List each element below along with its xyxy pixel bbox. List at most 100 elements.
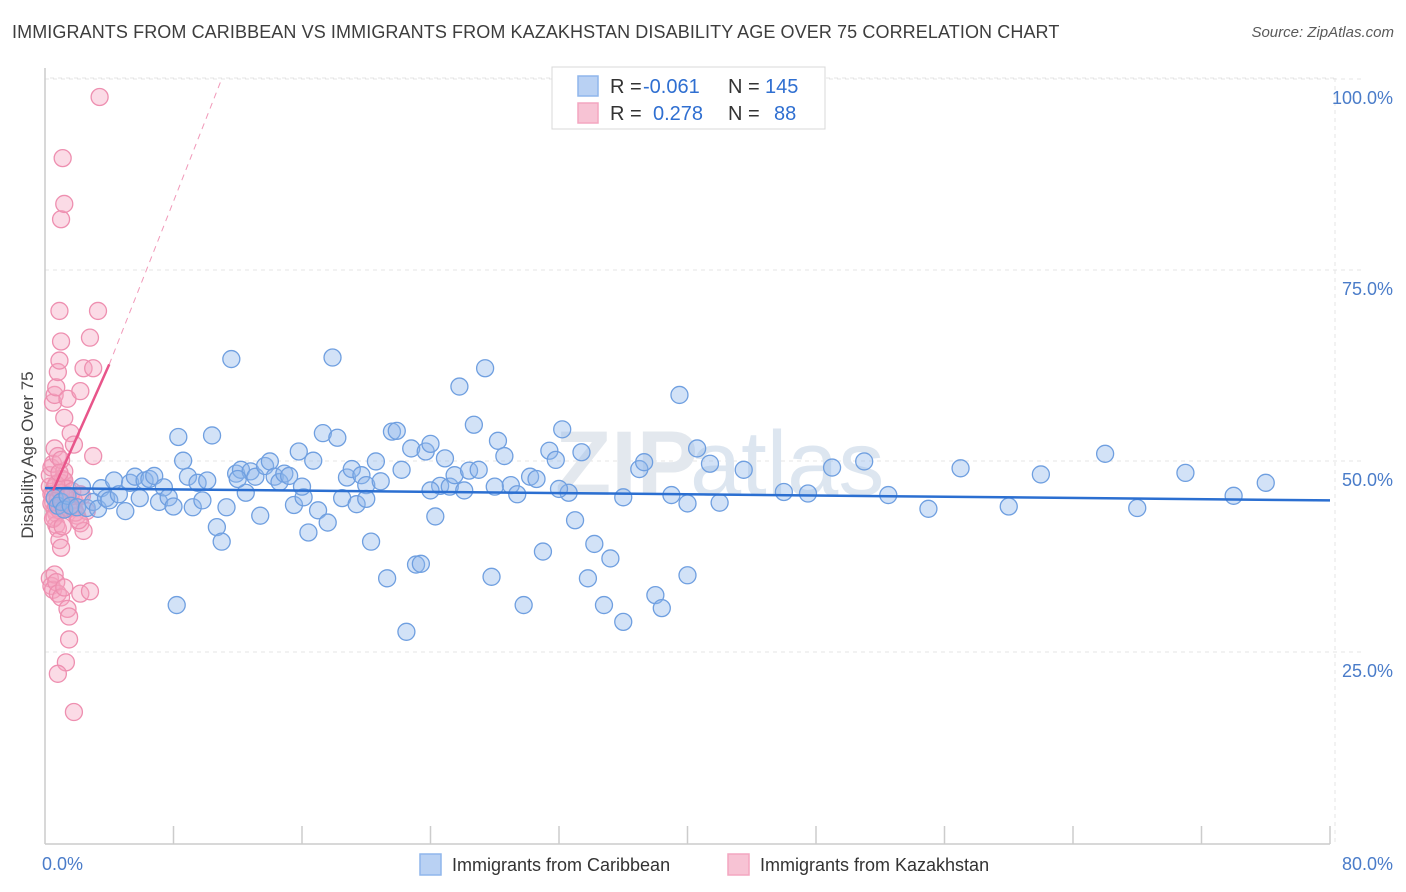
caribbean-point-85: [450, 377, 469, 396]
kazakhstan-point-26: [51, 588, 71, 607]
kazakhstan-point-30: [43, 393, 63, 412]
caribbean-point-129: [999, 497, 1018, 516]
legend-n-value-2: 88: [774, 103, 796, 125]
caribbean-point-142: [549, 479, 569, 499]
caribbean-point-81: [430, 476, 450, 496]
caribbean-point-38: [222, 349, 241, 369]
caribbean-point-50: [279, 466, 299, 486]
kazakhstan-point-49: [74, 521, 93, 541]
caribbean-point-26: [164, 497, 183, 516]
caribbean-point-32: [193, 491, 212, 510]
caribbean-point-112: [634, 453, 654, 472]
kazakhstan-point-67: [84, 446, 103, 466]
trend-line-kazakhstan-extension: [108, 78, 223, 365]
caribbean-point-107: [585, 534, 604, 554]
y-tick-label-1: 75.0%: [1342, 279, 1393, 299]
caribbean-point-131: [1095, 444, 1115, 463]
caribbean-point-135: [1256, 473, 1275, 492]
caribbean-point-140: [421, 481, 440, 500]
caribbean-point-33: [198, 471, 217, 490]
kazakhstan-point-17: [51, 538, 71, 557]
kazakhstan-point-65: [80, 582, 100, 601]
legend-swatch-kazakhstan: [577, 102, 599, 124]
caribbean-point-102: [553, 420, 572, 439]
caribbean-point-106: [578, 569, 598, 588]
caribbean-point-92: [488, 431, 508, 450]
caribbean-point-139: [357, 489, 376, 509]
caribbean-point-67: [361, 532, 381, 551]
caribbean-point-37: [217, 498, 236, 517]
caribbean-point-75: [402, 439, 421, 458]
caribbean-point-69: [371, 472, 390, 491]
caribbean-point-41: [236, 483, 255, 502]
caribbean-point-84: [445, 466, 464, 485]
caribbean-point-123: [798, 484, 818, 503]
caribbean-point-96: [514, 595, 533, 615]
caribbean-point-58: [318, 513, 337, 532]
series-caribbean-points: [45, 348, 1275, 641]
correlation-legend: R = -0.061 N = 145 R = 0.278 N = 88: [551, 66, 826, 130]
caribbean-point-130: [1031, 465, 1051, 484]
kazakhstan-point-28: [58, 599, 77, 619]
kazakhstan-point-35: [51, 332, 71, 351]
caribbean-point-79: [421, 434, 440, 454]
caribbean-point-82: [435, 449, 455, 468]
caribbean-point-138: [292, 477, 312, 496]
caribbean-point-52: [289, 442, 308, 461]
trend-line-kazakhstan: [51, 363, 111, 491]
caribbean-point-18: [125, 467, 145, 486]
axes: [44, 68, 1331, 845]
caribbean-point-121: [734, 460, 753, 479]
caribbean-point-122: [774, 482, 794, 502]
caribbean-point-90: [475, 359, 495, 378]
caribbean-point-57: [313, 424, 333, 443]
caribbean-point-65: [352, 466, 371, 485]
kazakhstan-point-36: [55, 408, 74, 428]
caribbean-point-114: [652, 598, 671, 618]
caribbean-point-19: [130, 488, 149, 508]
caribbean-point-63: [342, 459, 361, 479]
caribbean-point-68: [366, 452, 386, 471]
caribbean-point-95: [508, 485, 527, 504]
caribbean-point-36: [212, 532, 231, 551]
caribbean-point-17: [120, 473, 140, 492]
series-kazakhstan-points: [40, 87, 109, 722]
legend-r-label-2: R =: [610, 103, 642, 125]
legend-n-label-1: N =: [728, 76, 760, 98]
caribbean-point-119: [700, 454, 720, 473]
caribbean-point-136: [167, 595, 186, 615]
caribbean-point-64: [347, 495, 366, 514]
caribbean-point-125: [855, 452, 874, 471]
caribbean-point-23: [149, 492, 169, 512]
caribbean-point-62: [337, 468, 357, 487]
caribbean-point-91: [482, 567, 501, 586]
kazakhstan-point-34: [50, 351, 69, 370]
caribbean-point-137: [228, 469, 247, 489]
caribbean-point-86: [455, 481, 474, 500]
caribbean-point-29: [178, 467, 198, 486]
watermark-zip: ZIP: [555, 413, 698, 515]
caribbean-point-93: [495, 446, 514, 466]
caribbean-point-118: [687, 439, 707, 458]
caribbean-point-16: [116, 501, 135, 521]
legend-n-value-1: 145: [765, 76, 798, 98]
kazakhstan-point-87: [53, 517, 72, 536]
y-axis-label: Disability Age Over 75: [18, 371, 37, 538]
caribbean-point-73: [392, 460, 411, 479]
y-tick-label-0: 100.0%: [1332, 88, 1393, 108]
caribbean-point-30: [183, 498, 202, 517]
x-tick-labels: 0.0% 80.0%: [42, 854, 1393, 874]
bottom-legend-swatch-kazakhstan: [727, 853, 750, 876]
bottom-legend: Immigrants from Caribbean Immigrants fro…: [419, 853, 989, 876]
chart-title: IMMIGRANTS FROM CARIBBEAN VS IMMIGRANTS …: [12, 22, 1060, 42]
caribbean-point-101: [546, 450, 565, 470]
legend-r-value-1: -0.061: [643, 76, 700, 98]
caribbean-point-74: [397, 622, 416, 641]
caribbean-point-99: [533, 542, 553, 561]
caribbean-point-144: [678, 494, 697, 513]
kazakhstan-point-55: [88, 301, 108, 321]
kazakhstan-point-23: [45, 565, 64, 584]
caribbean-point-116: [670, 385, 689, 405]
legend-r-label-1: R =: [610, 76, 642, 98]
